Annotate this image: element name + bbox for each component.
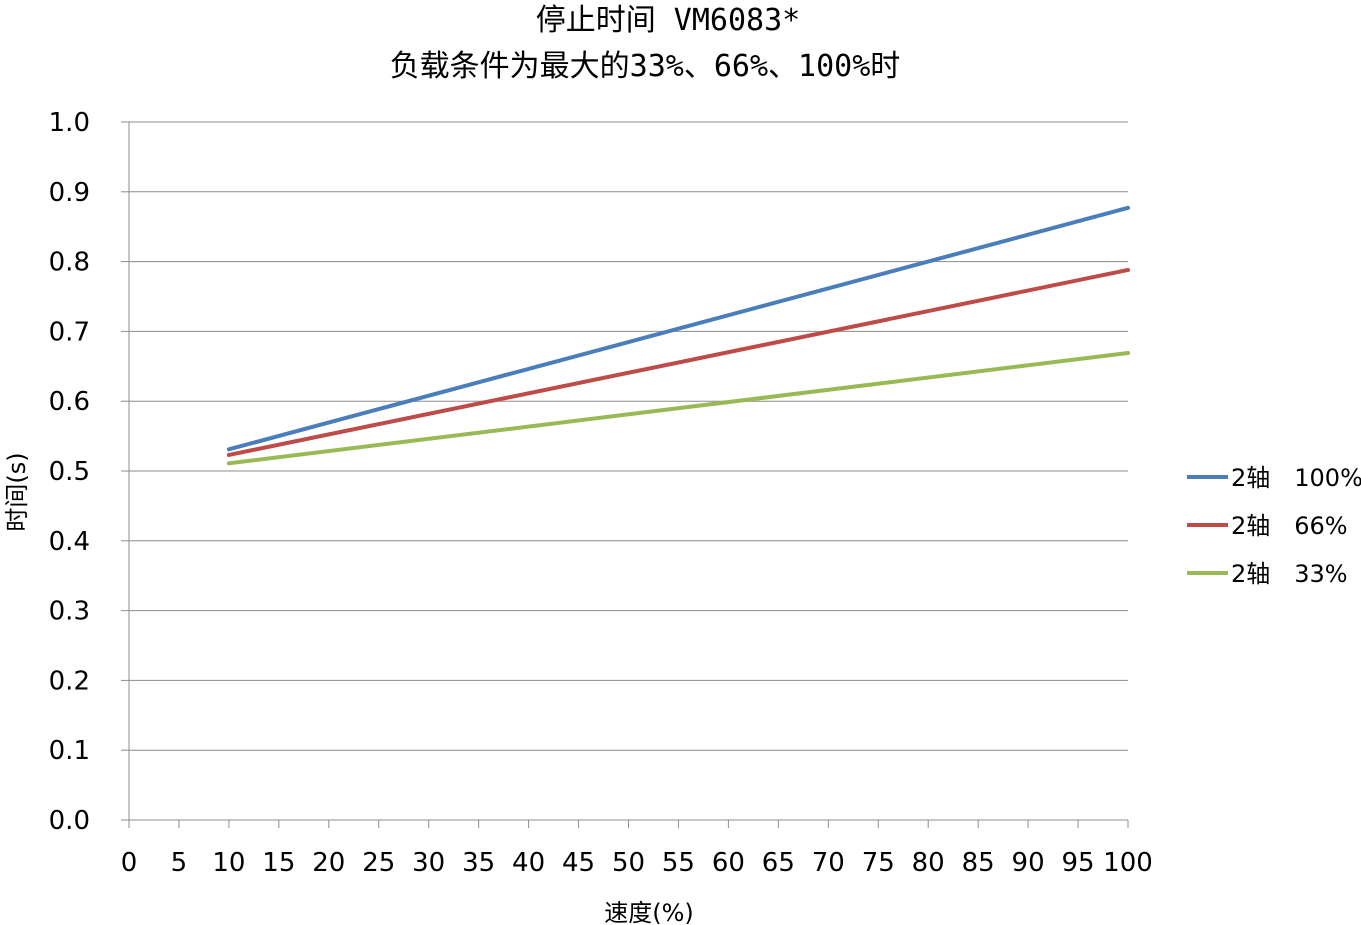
- x-tick-label: 70: [812, 848, 845, 878]
- y-tick-label: 0.2: [49, 666, 90, 696]
- series-line: [226, 351, 1130, 466]
- x-tick-label: 5: [171, 848, 188, 878]
- y-tick-labels: 0.0 0.1 0.2 0.3 0.4 0.5 0.6 0.7 0.8 0.9 1.0: [49, 108, 90, 836]
- legend-label: 2轴 100%: [1231, 464, 1361, 492]
- x-tick-label: 40: [512, 848, 545, 878]
- y-tick-label: 0.6: [49, 387, 90, 417]
- series-line: [226, 267, 1130, 457]
- legend-label: 2轴 33%: [1231, 560, 1348, 588]
- series-lines: [226, 205, 1130, 466]
- x-tick-label: 80: [912, 848, 945, 878]
- legend: 2轴 100% 2轴 66% 2轴 33%: [1187, 464, 1361, 588]
- series-line: [226, 205, 1130, 452]
- x-tick-label: 25: [362, 848, 395, 878]
- x-tick-label: 95: [1062, 848, 1095, 878]
- y-tick-label: 0.5: [49, 457, 90, 487]
- x-tick-label: 20: [312, 848, 345, 878]
- y-tick-label: 0.9: [49, 178, 90, 208]
- gridlines: [129, 121, 1128, 751]
- x-tick-label: 75: [862, 848, 895, 878]
- x-tick-label: 60: [712, 848, 745, 878]
- x-tick-label: 35: [462, 848, 495, 878]
- y-tick-label: 0.4: [49, 527, 90, 557]
- x-tick-label: 85: [962, 848, 995, 878]
- y-tick-label: 0.3: [49, 597, 90, 627]
- legend-label: 2轴 66%: [1231, 512, 1348, 540]
- y-tick-label: 0.1: [49, 736, 90, 766]
- x-tick-label: 90: [1012, 848, 1045, 878]
- x-tick-label: 15: [262, 848, 295, 878]
- y-tick-label: 0.8: [49, 248, 90, 278]
- x-tick-label: 0: [121, 848, 138, 878]
- x-tick-labels: 0 5 10 15 20 25 30 35 40 45 50 55 60 65 70 75 80 85 90 95 10…: [121, 848, 1153, 878]
- y-axis-label: 时间(s): [3, 452, 31, 531]
- x-tick-label: 55: [662, 848, 695, 878]
- chart-title: 停止时间 VM6083*: [536, 3, 801, 38]
- x-tick-label: 45: [562, 848, 595, 878]
- x-tick-label: 50: [612, 848, 645, 878]
- x-tick-label: 65: [762, 848, 795, 878]
- x-tick-label: 30: [412, 848, 445, 878]
- y-tick-label: 0.7: [49, 317, 90, 347]
- x-tick-label: 100: [1103, 848, 1153, 878]
- chart-subtitle: 负载条件为最大的33%、66%、100%时: [390, 49, 901, 84]
- x-tick-label: 10: [212, 848, 245, 878]
- y-tick-label: 0.0: [49, 806, 90, 836]
- axes: [121, 121, 1129, 828]
- y-tick-label: 1.0: [49, 108, 90, 138]
- x-axis-label: 速度(%): [604, 899, 694, 925]
